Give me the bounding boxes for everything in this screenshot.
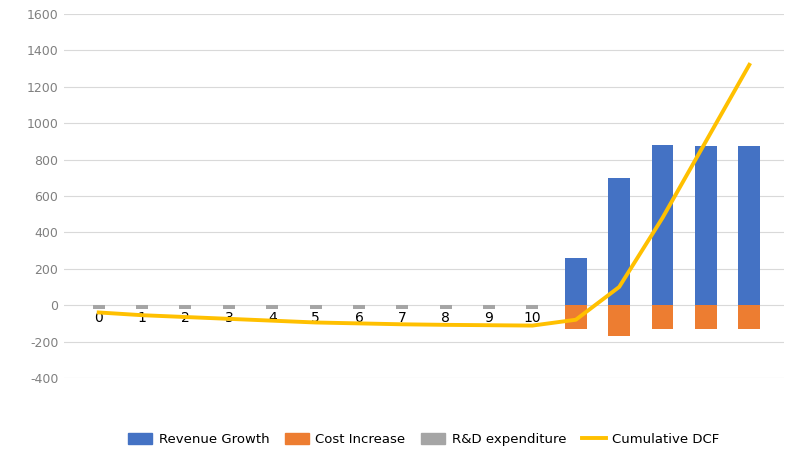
Bar (565, 258, 586, 305)
Bar (652, 305, 674, 329)
Bar (526, 305, 538, 309)
Bar (93, 305, 105, 309)
Bar (440, 305, 452, 309)
Bar (266, 305, 278, 309)
Bar (179, 305, 191, 309)
Bar (738, 305, 760, 329)
Bar (695, 305, 717, 329)
Bar (608, 178, 630, 305)
Bar (396, 305, 408, 309)
Bar (608, 305, 630, 336)
Bar (738, 146, 760, 305)
Bar (483, 305, 495, 309)
Bar (695, 146, 717, 305)
Bar (136, 305, 148, 309)
Bar (353, 305, 365, 309)
Bar (223, 305, 234, 309)
Bar (565, 305, 586, 329)
Bar (652, 145, 674, 305)
Legend: Revenue Growth, Cost Increase, R&D expenditure, Cumulative DCF: Revenue Growth, Cost Increase, R&D expen… (123, 428, 725, 451)
Bar (310, 305, 322, 309)
